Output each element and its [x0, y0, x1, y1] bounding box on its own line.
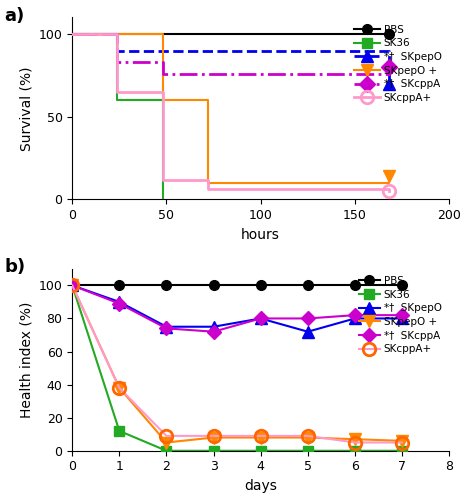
*†  SKpepO [352, 316, 358, 322]
Legend: PBS, SK36, *†  SKpepO, SKpepO +, *†  SKcppA, SKcppA+: PBS, SK36, *† SKpepO, SKpepO +, *† SKcpp… [357, 274, 444, 356]
SKpepO + [69, 282, 75, 288]
*†  SKcppA [164, 326, 169, 332]
Line: SKpepO +: SKpepO + [66, 280, 408, 448]
SKcppA+ [164, 433, 169, 439]
*†  SKpepO [69, 282, 75, 288]
SKcppA+ [117, 385, 122, 391]
*†  SKcppA [69, 282, 75, 288]
SKcppA+ [352, 440, 358, 446]
SK36 [305, 448, 311, 454]
SKpepO + [117, 385, 122, 391]
PBS [164, 282, 169, 288]
SK36 [117, 428, 122, 434]
PBS [399, 282, 405, 288]
*†  SKpepO [164, 324, 169, 330]
Text: b): b) [4, 258, 26, 276]
SK36 [258, 448, 263, 454]
Y-axis label: Survival (%): Survival (%) [19, 66, 33, 150]
*†  SKcppA [399, 312, 405, 318]
*†  SKcppA [352, 312, 358, 318]
PBS [258, 282, 263, 288]
SKcppA+ [305, 433, 311, 439]
*†  SKcppA [258, 316, 263, 322]
SKpepO + [211, 434, 216, 440]
Y-axis label: Health index (%): Health index (%) [19, 302, 33, 418]
PBS [117, 282, 122, 288]
SKcppA+ [258, 433, 263, 439]
PBS [305, 282, 311, 288]
SKpepO + [164, 440, 169, 446]
*†  SKcppA [117, 300, 122, 306]
PBS [211, 282, 216, 288]
SKpepO + [399, 438, 405, 444]
Legend: PBS, SK36, *†  SKpepO, SKpepO +, *†  SKcppA, SKcppA+: PBS, SK36, *† SKpepO, SKpepO +, *† SKcpp… [351, 22, 444, 105]
Line: *†  SKcppA: *† SKcppA [67, 280, 407, 336]
SKpepO + [305, 434, 311, 440]
SK36 [69, 282, 75, 288]
SK36 [211, 448, 216, 454]
SK36 [399, 448, 405, 454]
*†  SKcppA [305, 316, 311, 322]
Line: PBS: PBS [67, 280, 407, 290]
SKcppA+ [211, 433, 216, 439]
SKcppA+ [399, 440, 405, 446]
*†  SKpepO [211, 324, 216, 330]
PBS [352, 282, 358, 288]
SK36 [352, 448, 358, 454]
*†  SKpepO [305, 328, 311, 334]
Text: a): a) [4, 6, 25, 25]
*†  SKpepO [258, 316, 263, 322]
PBS [69, 282, 75, 288]
*†  SKcppA [211, 328, 216, 334]
X-axis label: days: days [244, 479, 277, 493]
SKpepO + [258, 434, 263, 440]
Line: SK36: SK36 [67, 280, 407, 456]
X-axis label: hours: hours [241, 228, 280, 241]
SK36 [164, 448, 169, 454]
SKcppA+ [69, 282, 75, 288]
*†  SKpepO [117, 299, 122, 305]
Line: *†  SKpepO: *† SKpepO [66, 280, 408, 337]
*†  SKpepO [399, 316, 405, 322]
Line: SKcppA+: SKcppA+ [66, 279, 408, 449]
SKpepO + [352, 436, 358, 442]
